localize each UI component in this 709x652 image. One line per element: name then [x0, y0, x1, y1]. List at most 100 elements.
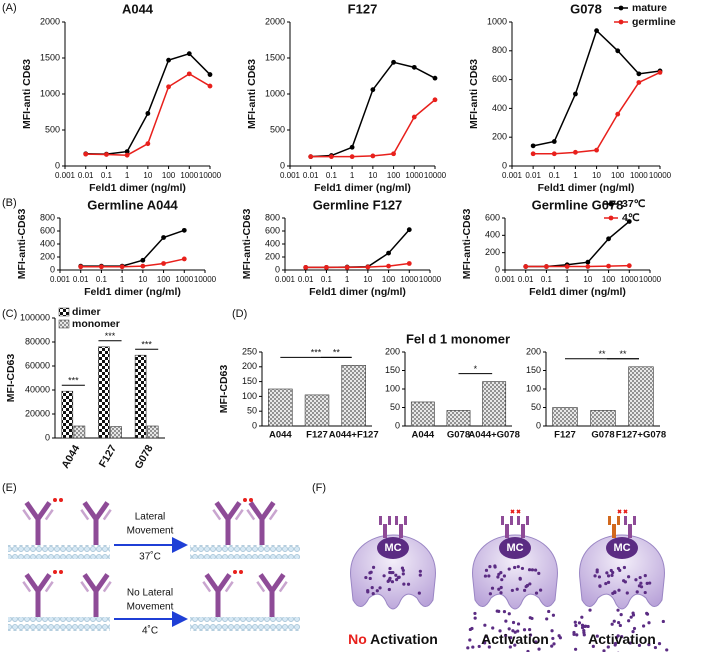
x-axis-label: Feld1 dimer (ng/ml): [309, 286, 406, 298]
granule: [591, 644, 595, 649]
x-tick-label: 10000: [639, 275, 662, 284]
y-tick-label: 200: [485, 247, 500, 257]
granule: [617, 588, 621, 592]
data-point: [573, 91, 578, 97]
granule: [515, 587, 519, 591]
bar: [341, 365, 366, 427]
panel-label: (E): [2, 482, 17, 494]
granule: [533, 568, 538, 572]
legend-label: germline: [632, 16, 676, 28]
data-point: [432, 75, 438, 81]
antibody: [22, 573, 54, 617]
y-tick-label: 800: [265, 212, 280, 222]
receptor-arm: [517, 516, 520, 525]
granule: [610, 622, 614, 626]
x-tick-label: 1: [565, 275, 570, 284]
significance-label: ***: [105, 331, 116, 341]
x-tick-label: F127: [554, 430, 576, 441]
y-tick-label: 0: [280, 160, 285, 170]
data-point: [349, 154, 355, 160]
granule: [580, 615, 584, 619]
granule: [618, 623, 622, 628]
granule: [598, 584, 602, 588]
granule: [371, 591, 375, 596]
diagram-e: Lateral Movement 37˚C No Lateral Movemen…: [8, 498, 300, 637]
temperature: 4˚C: [142, 625, 158, 637]
granule: [471, 645, 475, 649]
caption: Activation: [588, 631, 656, 647]
data-point: [99, 264, 104, 270]
receptor-arm: [388, 516, 391, 525]
granule: [497, 572, 501, 576]
granule: [418, 569, 422, 573]
y-tick-label: 2000: [265, 16, 285, 26]
granule: [466, 646, 470, 650]
data-point: [594, 28, 599, 34]
panel-label: (C): [2, 308, 17, 320]
data-point: [186, 71, 192, 77]
y-axis-label: MFI-CD63: [5, 354, 17, 403]
legend-swatch: [58, 307, 70, 317]
data-point: [140, 263, 146, 269]
y-tick-label: 200: [385, 346, 400, 356]
y-tick-label: 0: [45, 432, 50, 442]
data-point: [166, 57, 171, 63]
y-tick-label: 150: [385, 365, 400, 375]
granule: [597, 575, 602, 579]
bar: [110, 426, 122, 439]
granule: [406, 582, 411, 586]
data-point: [585, 259, 591, 265]
bar: [446, 410, 471, 427]
granule: [513, 643, 517, 647]
receptor: [383, 524, 387, 538]
x-tick-label: 10000: [424, 171, 447, 180]
receptor: [505, 524, 509, 538]
granule: [530, 568, 535, 572]
granule: [499, 591, 503, 595]
membrane: [190, 617, 300, 631]
data-point: [585, 264, 591, 269]
bar: [410, 401, 435, 427]
caption-text: Activation: [481, 631, 549, 647]
x-tick-label: 1: [125, 171, 130, 180]
series-line: [80, 229, 185, 267]
y-tick-label: 0: [55, 160, 60, 170]
receptor-arm: [633, 516, 636, 525]
granule: [577, 621, 582, 625]
granule: [610, 573, 614, 577]
y-tick-label: 400: [492, 103, 507, 113]
granule: [397, 575, 401, 579]
allergen: [510, 509, 521, 514]
data-point: [386, 250, 391, 256]
x-tick-label: 0.001: [502, 171, 523, 180]
granule: [653, 645, 658, 650]
data-point: [406, 261, 412, 266]
data-point: [344, 265, 350, 270]
y-axis-label: MFI-anti CD63: [21, 59, 33, 129]
mast-cell: [579, 534, 665, 610]
x-tick-label: 1000: [180, 171, 198, 180]
granule: [390, 580, 395, 584]
data-point: [207, 72, 213, 77]
y-axis-label: MFI-anti-CD63: [241, 209, 253, 280]
data-point: [391, 151, 396, 157]
granule: [510, 588, 514, 593]
granule: [665, 648, 669, 652]
granule: [605, 571, 609, 575]
chart-title: Germline F127: [313, 197, 403, 212]
granule: [402, 582, 406, 586]
caption: Activation: [481, 631, 549, 647]
receptor-arm: [395, 516, 398, 525]
data-point: [391, 59, 396, 65]
granule: [394, 573, 398, 577]
x-tick-label: 1000: [630, 171, 648, 180]
y-tick-label: 0: [502, 160, 507, 170]
caption-text: Activation: [588, 631, 656, 647]
receptor-arm: [526, 516, 529, 525]
chart-title: A044: [122, 1, 154, 16]
caption: No Activation: [348, 631, 438, 647]
x-tick-label: 0.1: [101, 171, 113, 180]
y-axis-label: MFI-anti CD63: [246, 59, 258, 129]
series-line: [525, 264, 630, 268]
granule: [389, 571, 393, 575]
